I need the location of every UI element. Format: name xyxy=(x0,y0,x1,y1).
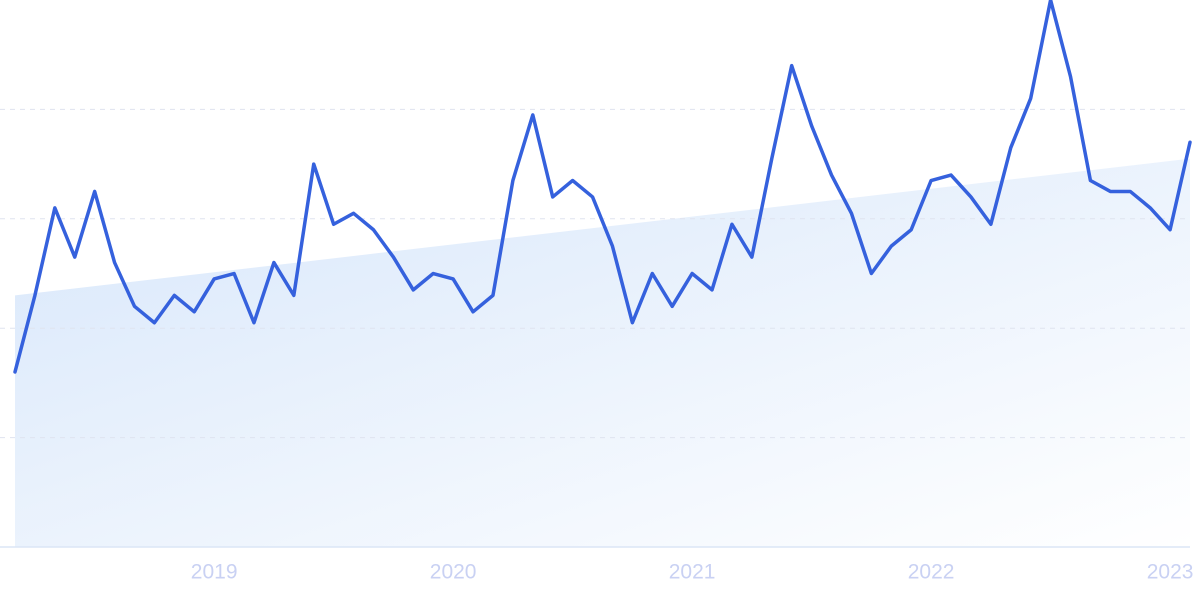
trend-line xyxy=(13,0,1192,374)
x-tick-label: 2023 xyxy=(1147,561,1194,584)
x-tick-label: 2019 xyxy=(191,561,238,584)
x-tick-label: 2021 xyxy=(669,561,716,584)
trend-area xyxy=(15,158,1190,547)
x-tick-label: 2022 xyxy=(908,561,955,584)
x-tick-label: 2020 xyxy=(430,561,477,584)
